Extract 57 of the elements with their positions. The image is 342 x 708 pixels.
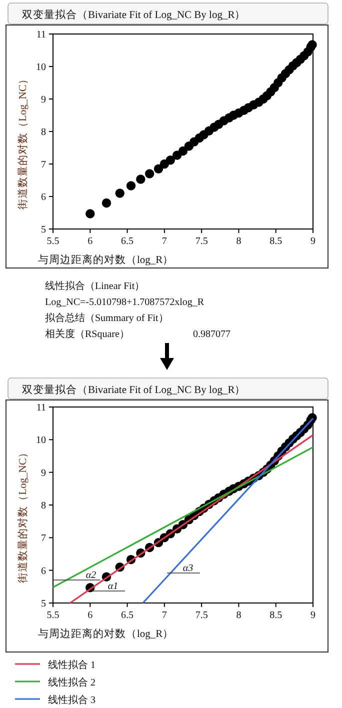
annotation: α3 xyxy=(182,563,194,574)
x-axis-title: 与周边距离的对数（log_R） xyxy=(38,627,174,640)
x-tick-label: 8 xyxy=(236,610,242,621)
x-tick-label: 6 xyxy=(88,610,93,621)
text: 0.987077 xyxy=(193,329,230,340)
chart-title: 双变量拟合（Bivariate Fit of Log_NC By log_R） xyxy=(22,383,246,396)
x-tick-label: 7.5 xyxy=(195,236,208,247)
point xyxy=(308,40,317,50)
text: 拟合总结（Summary of Fit） xyxy=(45,312,168,324)
point xyxy=(166,156,175,165)
y-tick-label: 5 xyxy=(41,224,46,236)
x-tick-label: 8 xyxy=(236,236,242,247)
text: 相关度（RSquare） xyxy=(45,328,130,340)
y-tick-label: 9 xyxy=(41,468,46,479)
x-tick-label: 7 xyxy=(162,610,167,621)
point xyxy=(86,209,95,218)
y-tick-label: 8 xyxy=(41,500,46,512)
y-tick-label: 10 xyxy=(36,435,46,446)
x-tick-label: 6 xyxy=(88,236,93,247)
point xyxy=(154,164,164,174)
x-axis-title: 与周边距离的对数（log_R） xyxy=(38,253,174,266)
x-tick-label: 6.5 xyxy=(121,610,134,621)
annotation: α2 xyxy=(86,570,96,581)
legend-label: 线性拟合 2 xyxy=(48,676,96,688)
y-tick-label: 9 xyxy=(41,94,46,106)
y-tick-label: 10 xyxy=(36,62,46,73)
point xyxy=(126,181,136,190)
point xyxy=(144,169,154,178)
x-tick-label: 7 xyxy=(162,236,167,247)
y-axis-title: 街道数量的对数（Log_NC） xyxy=(16,74,29,210)
y-tick-label: 7 xyxy=(41,160,46,170)
chart-title: 双变量拟合（Bivariate Fit of Log_NC By log_R） xyxy=(22,8,246,21)
x-tick-label: 8.5 xyxy=(270,610,282,621)
point xyxy=(178,146,188,156)
y-tick-label: 6 xyxy=(41,566,46,577)
text: Log_NC=-5.010798+1.7087572xlog_R xyxy=(45,297,204,308)
y-tick-label: 11 xyxy=(36,402,46,414)
x-tick-label: 9 xyxy=(310,610,316,621)
x-tick-label: 8.5 xyxy=(270,236,282,247)
point xyxy=(115,188,124,198)
point xyxy=(136,174,146,184)
x-tick-label: 7.5 xyxy=(195,610,208,621)
annotation: α1 xyxy=(108,581,118,592)
y-tick-label: 5 xyxy=(41,598,46,610)
y-tick-label: 6 xyxy=(41,192,46,203)
y-tick-label: 7 xyxy=(41,533,46,544)
x-tick-label: 5.5 xyxy=(46,610,60,621)
text: 线性拟合（Linear Fit） xyxy=(45,280,145,292)
legend-label: 线性拟合 1 xyxy=(48,659,96,671)
x-tick-label: 9 xyxy=(310,236,316,247)
y-axis-title: 街道数量的对数（Log_NC） xyxy=(16,447,29,583)
y-tick-label: 11 xyxy=(36,30,46,40)
legend-label: 线性拟合 3 xyxy=(48,694,96,706)
y-tick-label: 8 xyxy=(41,127,46,138)
x-tick-label: 6.5 xyxy=(121,236,134,247)
point xyxy=(102,198,112,208)
x-tick-label: 5.5 xyxy=(46,236,60,247)
